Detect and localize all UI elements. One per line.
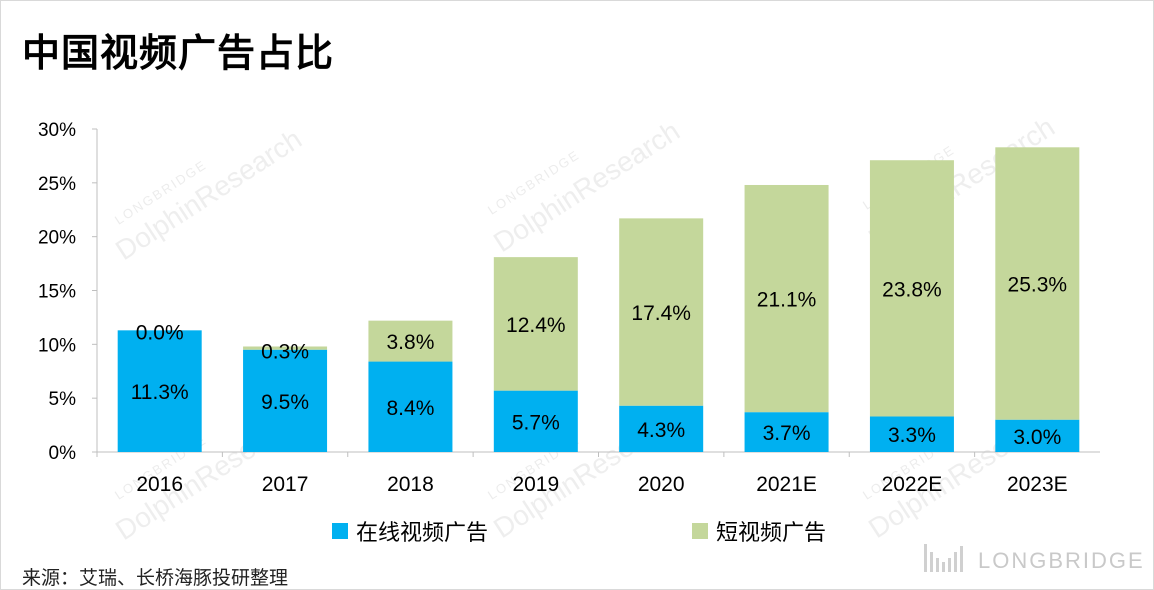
legend-swatch-short bbox=[692, 523, 708, 539]
legend-label-short: 短视频广告 bbox=[716, 521, 827, 546]
bar-short-video bbox=[243, 346, 328, 350]
y-tick-label: 10% bbox=[38, 335, 76, 356]
data-label-short: 17.4% bbox=[631, 302, 691, 325]
source-note: 来源：艾瑞、长桥海豚投研整理 bbox=[22, 567, 289, 589]
data-label-short: 0.0% bbox=[136, 321, 184, 344]
chart-title: 中国视频广告占比 bbox=[22, 31, 335, 75]
x-tick-label: 2020 bbox=[638, 473, 685, 496]
y-tick-label: 15% bbox=[38, 282, 76, 303]
y-tick-label: 25% bbox=[38, 174, 76, 195]
data-label-online: 9.5% bbox=[261, 391, 309, 414]
bar-online-video bbox=[493, 390, 578, 452]
data-label-online: 8.4% bbox=[387, 397, 435, 420]
bar-short-video bbox=[619, 218, 704, 406]
legend-item-online-video: 在线视频广告 bbox=[332, 515, 488, 547]
bar-online-video bbox=[869, 416, 954, 452]
data-label-short: 21.1% bbox=[757, 289, 817, 312]
x-tick-label: 2016 bbox=[136, 473, 183, 496]
x-tick-label: 2022E bbox=[882, 473, 943, 496]
data-label-short: 0.3% bbox=[261, 341, 309, 364]
bar-online-video bbox=[243, 349, 328, 452]
y-tick-label: 0% bbox=[49, 443, 77, 464]
bar-short-video bbox=[744, 184, 829, 413]
bar-online-video bbox=[117, 330, 202, 452]
watermark-corner-brand: LONGBRIDGE bbox=[978, 548, 1145, 573]
bar-short-video bbox=[368, 320, 453, 362]
data-label-online: 3.7% bbox=[763, 422, 811, 445]
bar-online-video bbox=[368, 361, 453, 452]
legend-swatch-online bbox=[332, 523, 348, 539]
data-label-online: 11.3% bbox=[131, 381, 189, 404]
bar-short-video bbox=[995, 147, 1080, 420]
x-tick-label: 2023E bbox=[1007, 473, 1068, 496]
bar-online-video bbox=[619, 405, 704, 452]
bar-online-video bbox=[995, 419, 1080, 452]
data-label-short: 23.8% bbox=[882, 278, 942, 301]
data-label-short: 12.4% bbox=[506, 314, 566, 337]
y-tick-label: 5% bbox=[49, 389, 77, 410]
legend-label-online: 在线视频广告 bbox=[356, 521, 489, 546]
data-label-online: 5.7% bbox=[512, 411, 560, 434]
y-tick-label: 20% bbox=[38, 228, 76, 249]
x-tick-label: 2019 bbox=[512, 473, 559, 496]
bar-online-video bbox=[744, 412, 829, 452]
data-label-online: 3.3% bbox=[888, 424, 936, 447]
x-tick-label: 2021E bbox=[756, 473, 817, 496]
bar-short-video bbox=[869, 160, 954, 417]
data-label-online: 3.0% bbox=[1013, 426, 1061, 449]
y-tick-label: 30% bbox=[38, 120, 76, 141]
data-label-short: 3.8% bbox=[387, 331, 435, 354]
data-label-short: 25.3% bbox=[1008, 274, 1068, 297]
longbridge-logo-icon bbox=[924, 544, 963, 572]
data-label-online: 4.3% bbox=[637, 419, 685, 442]
legend-item-short-video: 短视频广告 bbox=[692, 515, 826, 547]
bar-short-video bbox=[493, 257, 578, 391]
x-tick-label: 2017 bbox=[262, 473, 309, 496]
x-tick-label: 2018 bbox=[387, 473, 434, 496]
